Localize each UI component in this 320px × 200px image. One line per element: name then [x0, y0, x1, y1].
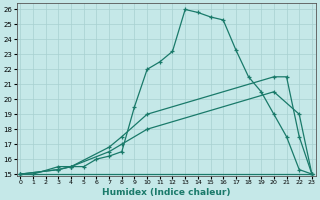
X-axis label: Humidex (Indice chaleur): Humidex (Indice chaleur)	[102, 188, 230, 197]
